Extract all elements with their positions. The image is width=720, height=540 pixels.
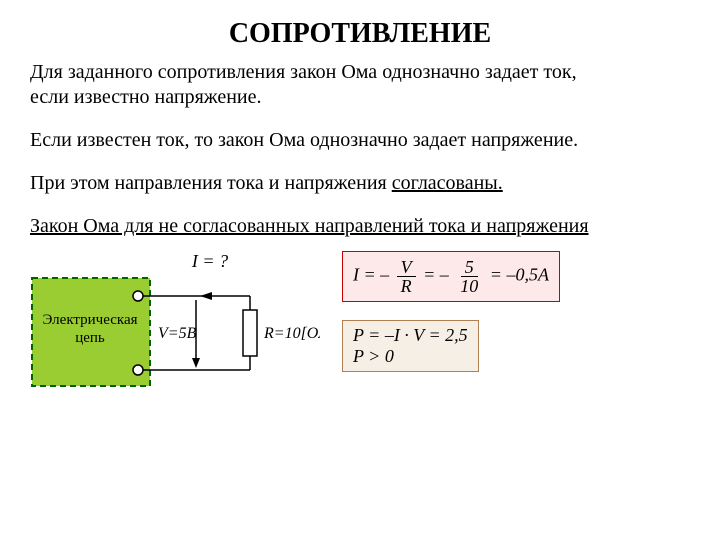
- paragraph-1: Для заданного сопротивления закон Ома од…: [30, 60, 690, 110]
- current-label: I = ?: [100, 251, 320, 272]
- v-label: V=5В: [158, 325, 197, 342]
- eq2-line1: P = –I · V = 2,5: [353, 325, 468, 346]
- p3-text: При этом направления тока и напряжения: [30, 172, 392, 194]
- circuit-block: I = ? Электрическая цепь R=10[Ом] V=5В: [30, 251, 320, 394]
- eq1-num: V: [397, 258, 416, 277]
- port-bottom: [133, 365, 143, 375]
- eq1-frac2: 5 10: [456, 258, 482, 295]
- box-label-1: Электрическая: [42, 312, 137, 328]
- eq1-rhs: = –0,5А: [490, 265, 549, 285]
- r-label: R=10[Ом]: [263, 325, 320, 342]
- eq2-line2: P > 0: [353, 346, 468, 367]
- port-top: [133, 291, 143, 301]
- eq1-lhs: I = –: [353, 265, 389, 285]
- p1-line-b: если известно напряжение.: [30, 86, 262, 108]
- eq1-den: R: [397, 277, 416, 295]
- page-title: СОПРОТИВЛЕНИЕ: [30, 18, 690, 50]
- eq1-frac1: V R: [397, 258, 416, 295]
- eq1-mid: = –: [423, 265, 449, 285]
- equation-2: P = –I · V = 2,5 P > 0: [342, 320, 479, 372]
- paragraph-2: Если известен ток, то закон Ома однознач…: [30, 128, 690, 153]
- circuit-svg: Электрическая цепь R=10[Ом] V=5В: [30, 274, 320, 394]
- equation-1: I = – V R = – 5 10 = –0,5А: [342, 251, 560, 302]
- p3-underlined: согласованы.: [392, 172, 503, 194]
- paragraph-3: При этом направления тока и напряжения с…: [30, 171, 690, 196]
- box-label-2: цепь: [75, 330, 105, 346]
- figure-row: I = ? Электрическая цепь R=10[Ом] V=5В: [30, 251, 690, 394]
- eq1-den2: 10: [456, 277, 482, 295]
- p1-line-a: Для заданного сопротивления закон Ома од…: [30, 61, 577, 83]
- equation-column: I = – V R = – 5 10 = –0,5А P = –I · V = …: [342, 251, 560, 372]
- eq1-num2: 5: [461, 258, 478, 277]
- v-arrow-head: [192, 358, 200, 368]
- resistor: [243, 310, 257, 356]
- i-arrow-head: [200, 292, 212, 300]
- paragraph-4: Закон Ома для не согласованных направлен…: [30, 214, 690, 239]
